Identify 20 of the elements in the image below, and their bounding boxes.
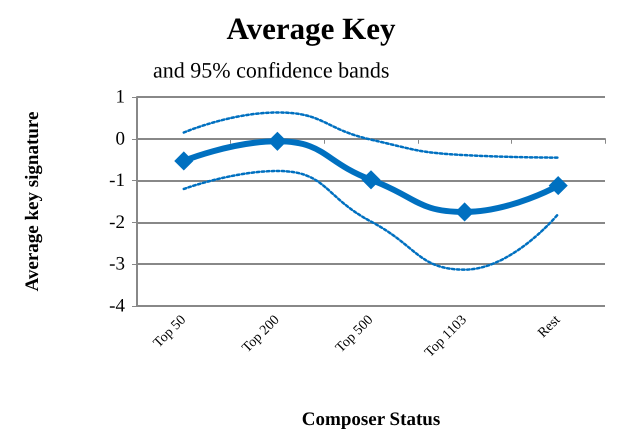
x-tick-label: Top 1103 <box>422 312 470 360</box>
point <box>362 170 380 190</box>
point <box>548 176 568 195</box>
point <box>174 152 194 170</box>
x-tick-label: Top 200 <box>240 312 283 356</box>
x-tick-label: Top 50 <box>150 312 190 351</box>
y-tick-label: -2 <box>109 212 125 233</box>
chart-subtitle: and 95% confidence bands <box>153 58 390 82</box>
y-tick-label: 1 <box>116 86 125 108</box>
x-tick-label: Rest <box>535 312 564 341</box>
x-axis-title: Composer Status <box>302 409 440 430</box>
y-tick-label: -4 <box>109 296 126 316</box>
chart-title: Average Key <box>226 11 396 46</box>
line-series <box>182 170 560 271</box>
x-tick-label: Top 500 <box>333 312 376 356</box>
y-tick-label: -3 <box>109 254 125 275</box>
line-series <box>182 111 560 159</box>
y-axis-title: Average key signature <box>22 112 43 292</box>
y-tick-label: 0 <box>116 128 125 150</box>
y-tick-label: -1 <box>109 170 125 192</box>
